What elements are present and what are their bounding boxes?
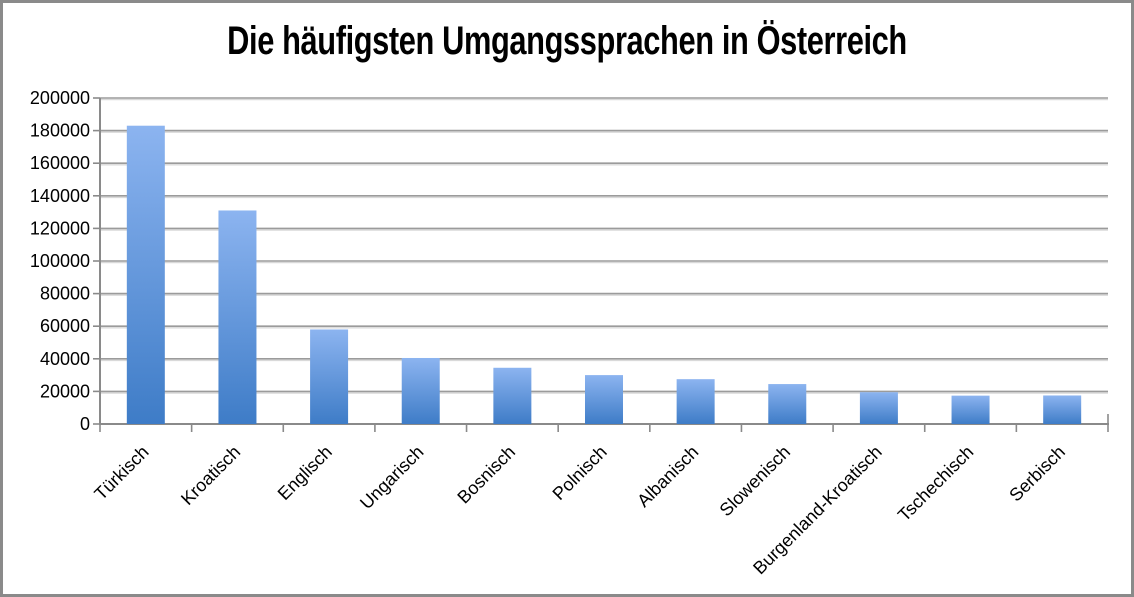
bar-englisch bbox=[310, 329, 349, 424]
bar-polnisch bbox=[585, 375, 623, 424]
bar-serbisch bbox=[1043, 395, 1082, 424]
bar-t-rkisch bbox=[126, 125, 165, 425]
y-axis-label: 20000 bbox=[40, 381, 90, 401]
bar-slowenisch bbox=[768, 384, 807, 424]
x-axis-label-slowenisch: Slowenisch bbox=[716, 442, 795, 521]
x-axis-label-tschechisch: Tschechisch bbox=[894, 442, 977, 525]
y-axis-label: 100000 bbox=[30, 251, 90, 271]
x-axis-label-kroatisch: Kroatisch bbox=[177, 442, 244, 509]
bar-ungarisch bbox=[401, 357, 440, 424]
x-axis-label-polnisch: Polnisch bbox=[549, 442, 611, 504]
x-axis-label-t-rkisch: Türkisch bbox=[90, 442, 152, 504]
x-axis-label-englisch: Englisch bbox=[274, 442, 336, 504]
y-axis-label: 40000 bbox=[40, 349, 90, 369]
bar-albanisch bbox=[676, 379, 715, 424]
y-axis-label: 80000 bbox=[40, 284, 90, 304]
y-axis-label: 0 bbox=[80, 414, 90, 434]
x-axis-label-albanisch: Albanisch bbox=[633, 442, 702, 511]
y-axis-label: 120000 bbox=[30, 218, 90, 238]
bar-tschechisch bbox=[951, 395, 990, 424]
chart-title: Die häufigsten Umgangssprachen in Österr… bbox=[227, 19, 907, 63]
y-axis-label: 160000 bbox=[30, 153, 90, 173]
y-axis-label: 200000 bbox=[30, 88, 90, 108]
y-axis-label: 180000 bbox=[30, 121, 90, 141]
x-axis-label-serbisch: Serbisch bbox=[1005, 442, 1069, 506]
bar-bosnisch bbox=[493, 367, 532, 424]
bar-chart: 0 20000 40000 60000 80000 100000 120000 140000 1… bbox=[30, 88, 1109, 578]
y-axis-label: 140000 bbox=[30, 186, 90, 206]
bar-burgenland-kroatisch bbox=[859, 392, 898, 424]
x-axis-label-ungarisch: Ungarisch bbox=[356, 442, 427, 513]
y-axis-label: 60000 bbox=[40, 316, 90, 336]
bar-kroatisch bbox=[218, 210, 257, 424]
x-axis-label-bosnisch: Bosnisch bbox=[453, 442, 519, 508]
